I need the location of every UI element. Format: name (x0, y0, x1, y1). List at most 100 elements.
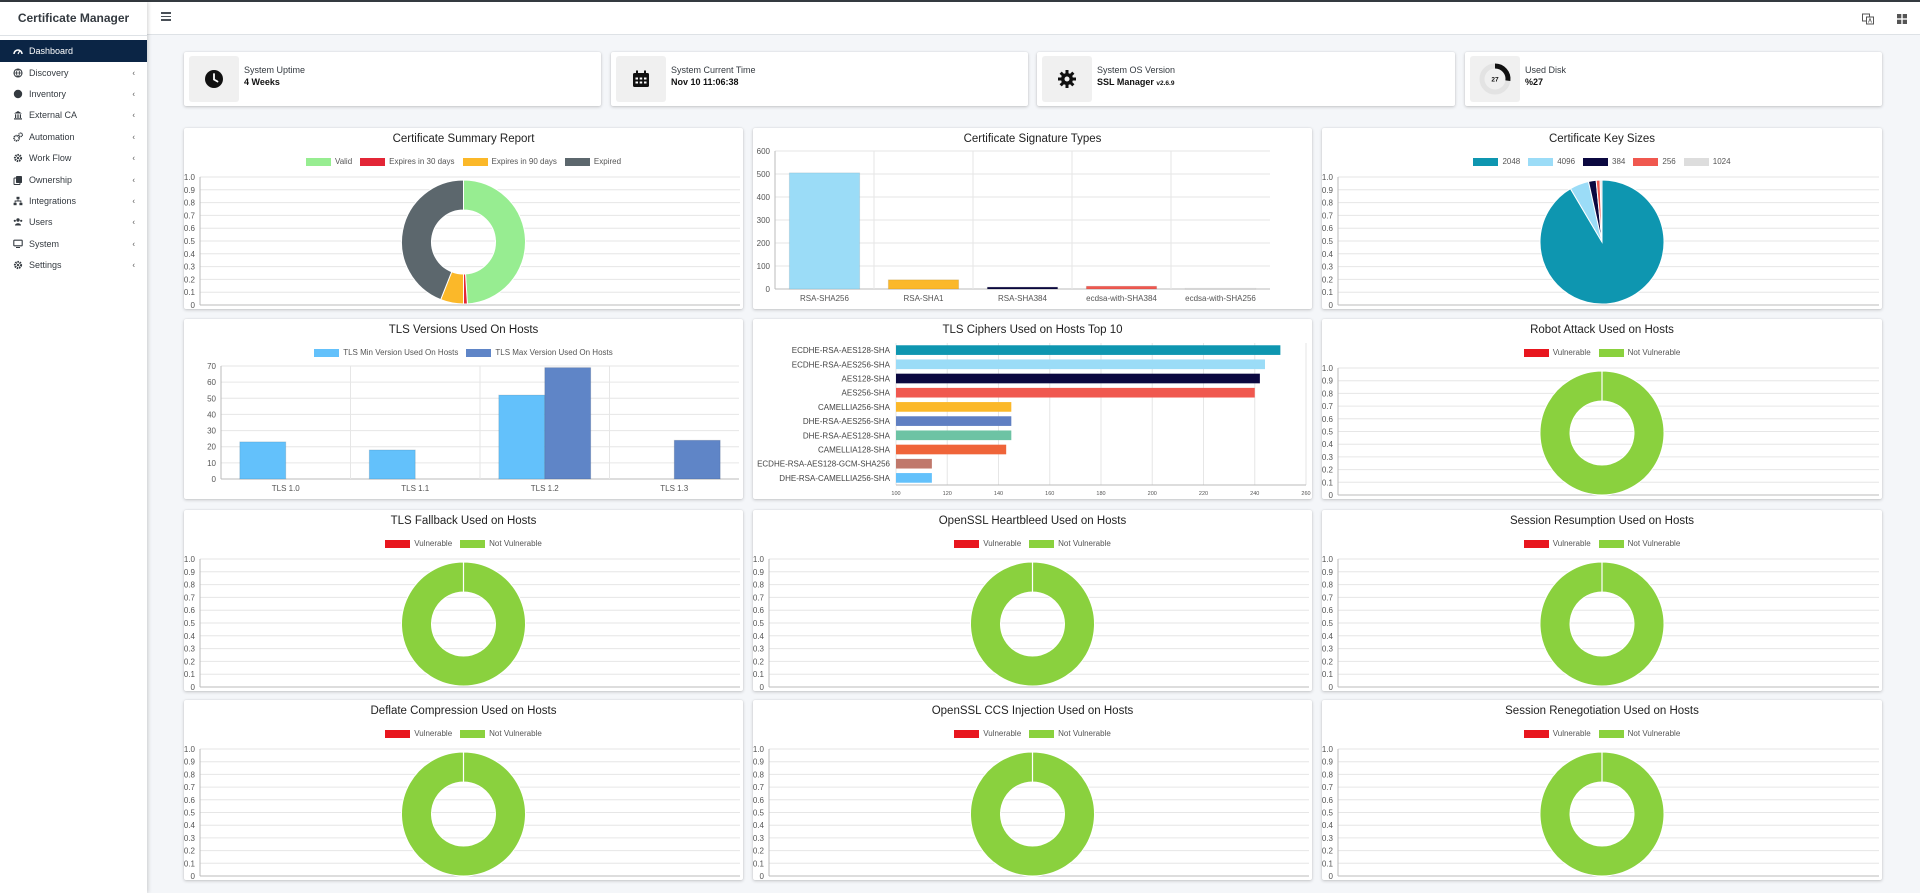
y-tick-label: 0 (760, 683, 765, 691)
legend-item-vulnerable[interactable]: Vulnerable (954, 539, 1021, 548)
sidebar-item-dashboard[interactable]: Dashboard (0, 40, 147, 62)
x-tick-label: RSA-SHA384 (998, 294, 1047, 303)
legend-item-1024[interactable]: 1024 (1683, 157, 1731, 166)
y-tick-label: 0.5 (1322, 428, 1334, 437)
sidebar-item-integrations[interactable]: Integrations ‹ (0, 190, 147, 211)
legend-item-not-vulnerable[interactable]: Not Vulnerable (1598, 729, 1680, 738)
bar-aes256-sha[interactable] (896, 387, 1255, 398)
bar-dhe-rsa-camellia256-sha[interactable] (896, 473, 932, 483)
y-tick-label: 0.3 (1322, 645, 1334, 654)
y-tick-label: 0.6 (1322, 224, 1334, 233)
legend-item-vulnerable[interactable]: Vulnerable (385, 539, 452, 548)
legend-item-vulnerable[interactable]: Vulnerable (385, 729, 452, 738)
legend-item-not-vulnerable[interactable]: Not Vulnerable (1029, 539, 1111, 548)
legend-item-384[interactable]: 384 (1583, 157, 1625, 166)
y-tick-label: 0.4 (1322, 440, 1334, 449)
legend-label: Vulnerable (983, 729, 1022, 738)
bar-ecdhe-rsa-aes128-gcm-sha256[interactable] (896, 458, 932, 469)
y-tick-label: DHE-RSA-AES128-SHA (803, 431, 891, 440)
bar-rsa-sha384[interactable] (986, 286, 1059, 290)
bar-rsa-sha256[interactable] (788, 172, 861, 290)
bar-ecdhe-rsa-aes256-sha[interactable] (896, 359, 1265, 370)
sidebar-item-users[interactable]: Users ‹ (0, 212, 147, 233)
language-icon[interactable] (1862, 13, 1874, 25)
legend-item-not-vulnerable[interactable]: Not Vulnerable (1598, 348, 1680, 357)
app-title[interactable]: Certificate Manager (0, 2, 147, 36)
legend-item-vulnerable[interactable]: Vulnerable (954, 729, 1021, 738)
y-tick-label: 0.2 (1322, 275, 1334, 284)
bar-rsa-sha1[interactable] (887, 279, 960, 290)
slice-not-vulnerable[interactable] (969, 751, 1095, 877)
calendar-icon (616, 56, 666, 102)
y-tick-label: 0.5 (753, 809, 765, 818)
menu-toggle-icon[interactable] (161, 12, 171, 21)
bar-camellia256-sha[interactable] (896, 402, 1012, 412)
legend-swatch (1633, 157, 1659, 166)
chart-legend: Vulnerable Not Vulnerable (1322, 729, 1882, 740)
sidebar-nav: Dashboard Discovery ‹ Inventory ‹ External CA… (0, 36, 147, 276)
legend-item-not-vulnerable[interactable]: Not Vulnerable (460, 729, 542, 738)
slice-1024[interactable] (1599, 179, 1603, 243)
y-tick-label: 0.6 (1322, 606, 1334, 615)
legend-item-tls-max-version-used-on-hosts[interactable]: TLS Max Version Used On Hosts (466, 348, 613, 357)
sidebar-item-settings[interactable]: Settings ‹ (0, 255, 147, 276)
slice-not-vulnerable[interactable] (969, 561, 1095, 687)
slice-expired[interactable] (401, 179, 464, 301)
chevron-left-icon: ‹ (132, 196, 135, 206)
chevron-left-icon: ‹ (132, 175, 135, 185)
bar-dhe-rsa-aes256-sha[interactable] (896, 416, 1012, 426)
bar-tls-1-2-min[interactable] (498, 394, 546, 480)
y-tick-label: AES128-SHA (842, 375, 891, 384)
chart-legend: Vulnerable Not Vulnerable (184, 539, 743, 550)
legend-item-not-vulnerable[interactable]: Not Vulnerable (1598, 539, 1680, 548)
legend-item-4096[interactable]: 4096 (1528, 157, 1575, 166)
legend-label: Not Vulnerable (489, 729, 542, 738)
bar-aes128-sha[interactable] (896, 373, 1260, 384)
sidebar-item-discovery[interactable]: Discovery ‹ (0, 62, 147, 83)
slice-not-vulnerable[interactable] (400, 751, 526, 877)
legend-item-not-vulnerable[interactable]: Not Vulnerable (460, 539, 542, 548)
y-tick-label: 1.0 (184, 745, 196, 754)
sidebar-item-work-flow[interactable]: Work Flow ‹ (0, 148, 147, 169)
chart-title: TLS Versions Used On Hosts (388, 324, 539, 336)
slice-valid[interactable] (463, 179, 526, 305)
bar-tls-1-0-min[interactable] (239, 441, 287, 480)
slice-not-vulnerable[interactable] (400, 561, 526, 687)
sidebar-item-inventory[interactable]: Inventory ‹ (0, 83, 147, 104)
bar-tls-1-2-max[interactable] (544, 367, 592, 480)
bar-ecdsa-with-sha384[interactable] (1085, 285, 1158, 290)
bar-dhe-rsa-aes128-sha[interactable] (896, 430, 1012, 441)
legend-item-expires-in-90-days[interactable]: Expires in 90 days (462, 157, 557, 166)
legend-item-2048[interactable]: 2048 (1473, 157, 1520, 166)
bar-tls-1-1-min[interactable] (368, 449, 416, 480)
bar-tls-1-3-max[interactable] (673, 439, 721, 480)
slice-not-vulnerable[interactable] (1539, 370, 1665, 496)
legend-item-vulnerable[interactable]: Vulnerable (1523, 539, 1591, 548)
bar-camellia128-sha[interactable] (896, 444, 1007, 455)
chart-card-certificate-key-sizes: Certificate Key Sizes 1.0 0.9 0.8 0.7 0.6 0.5 0… (1322, 128, 1882, 309)
legend-item-vulnerable[interactable]: Vulnerable (1523, 348, 1591, 357)
legend-label: 1024 (1712, 157, 1731, 166)
y-tick-label: 300 (757, 216, 771, 225)
bar-ecdhe-rsa-aes128-sha[interactable] (896, 345, 1281, 355)
slice-not-vulnerable[interactable] (1539, 561, 1665, 687)
chart-slices (1539, 751, 1665, 877)
slice-not-vulnerable[interactable] (1539, 751, 1665, 877)
legend-item-expired[interactable]: Expired (564, 157, 621, 166)
y-tick-label: 0.4 (184, 821, 196, 830)
y-tick-label: 0.2 (184, 275, 196, 284)
legend-item-expires-in-30-days[interactable]: Expires in 30 days (360, 157, 455, 166)
y-tick-label: 0.5 (184, 619, 196, 628)
legend-item-valid[interactable]: Valid (305, 157, 353, 166)
legend-item-256[interactable]: 256 (1633, 157, 1676, 166)
bar-ecdsa-with-sha256[interactable] (1184, 287, 1257, 290)
legend-label: Valid (334, 157, 353, 166)
sidebar-item-ownership[interactable]: Ownership ‹ (0, 169, 147, 190)
legend-item-tls-min-version-used-on-hosts[interactable]: TLS Min Version Used On Hosts (314, 348, 458, 357)
sidebar-item-automation[interactable]: Automation ‹ (0, 126, 147, 147)
sidebar-item-external-ca[interactable]: External CA ‹ (0, 105, 147, 126)
legend-item-vulnerable[interactable]: Vulnerable (1523, 729, 1591, 738)
sidebar-item-system[interactable]: System ‹ (0, 233, 147, 254)
apps-grid-icon[interactable] (1896, 13, 1908, 25)
legend-item-not-vulnerable[interactable]: Not Vulnerable (1029, 729, 1111, 738)
